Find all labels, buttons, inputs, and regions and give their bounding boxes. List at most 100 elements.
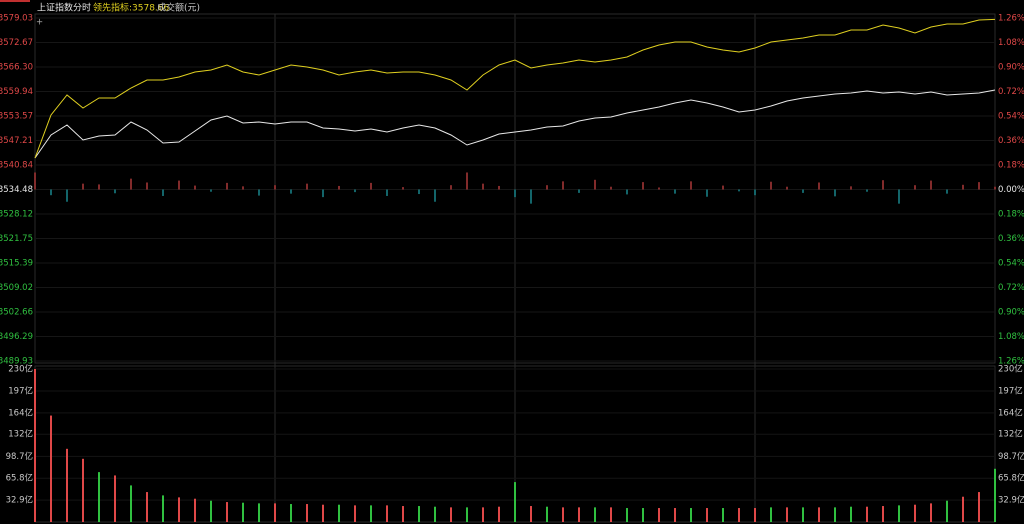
y-tick-label-right: 32.9亿 <box>998 495 1024 506</box>
diff-bar <box>482 183 484 190</box>
price-line <box>34 89 996 159</box>
volume-bar <box>802 507 804 522</box>
diff-bar <box>754 189 756 196</box>
diff-bar <box>802 189 804 193</box>
diff-bar <box>306 183 308 190</box>
y-tick-label: 3528.12 <box>0 209 33 219</box>
volume-bar <box>242 502 244 522</box>
volume-bar <box>34 369 36 522</box>
volume-bar <box>850 506 852 522</box>
diff-bar <box>882 180 884 190</box>
diff-bar <box>418 189 420 195</box>
y2-tick-label: 0.90% <box>998 63 1024 73</box>
y-tick-label: 197亿 <box>8 385 33 396</box>
volume-bar <box>402 506 404 522</box>
y-tick-label-right: 132亿 <box>998 429 1023 440</box>
volume-bar <box>114 475 116 522</box>
diff-bar <box>818 182 820 190</box>
diff-bar <box>114 189 116 194</box>
y-tick-label: 230亿 <box>8 364 33 375</box>
y-tick-label: 3534.48 <box>0 185 33 195</box>
crosshair-icon: + <box>36 18 43 28</box>
y-tick-label: 3515.39 <box>0 258 33 268</box>
diff-bar <box>258 189 260 196</box>
volume-bar <box>994 468 996 522</box>
diff-bar <box>338 185 340 190</box>
y-tick-label: 98.7亿 <box>6 451 33 462</box>
y2-tick-label: 1.08% <box>998 38 1024 48</box>
volume-bar <box>386 505 388 522</box>
volume-bar <box>722 508 724 522</box>
volume-bar <box>754 508 756 522</box>
y-tick-label: 3521.75 <box>0 234 33 244</box>
volume-bar <box>946 500 948 522</box>
diff-bar <box>210 189 212 192</box>
volume-bar <box>322 504 324 522</box>
volume-bar <box>66 448 68 522</box>
diff-bar <box>178 180 180 190</box>
volume-bar <box>162 495 164 522</box>
volume-bar <box>354 505 356 522</box>
volume-bar <box>658 508 660 522</box>
y-tick-label: 3489.93 <box>0 357 33 367</box>
diff-bar <box>530 189 532 204</box>
diff-bar <box>770 181 772 190</box>
diff-bar <box>146 182 148 190</box>
diff-bar <box>466 172 468 190</box>
diff-bar <box>658 187 660 190</box>
volume-bar <box>546 506 548 522</box>
diff-bar <box>866 189 868 192</box>
diff-bar <box>98 184 100 190</box>
diff-bar <box>578 189 580 193</box>
y-tick-label: 3553.57 <box>0 112 33 122</box>
diff-bar <box>738 189 740 192</box>
diff-bar <box>642 182 644 190</box>
volume-bar <box>290 504 292 522</box>
diff-bar <box>82 183 84 190</box>
diff-bar <box>898 189 900 204</box>
mode-label: 分时 <box>73 2 91 14</box>
volume-bar <box>434 506 436 522</box>
diff-bar <box>130 178 132 190</box>
diff-bar <box>978 182 980 190</box>
y-tick-label: 3572.67 <box>0 38 33 48</box>
diff-bar <box>274 185 276 190</box>
tab-marker <box>0 0 30 2</box>
diff-bar <box>674 189 676 194</box>
y-tick-label: 164亿 <box>8 407 33 418</box>
volume-bar <box>194 498 196 522</box>
volume-bar <box>578 507 580 522</box>
y2-tick-label: 1.26% <box>998 357 1024 367</box>
leader-label: 领先指标:3578.66 <box>93 2 170 14</box>
diff-bar <box>194 185 196 190</box>
y2-tick-label: 0.36% <box>998 136 1024 146</box>
volume-bar <box>706 508 708 522</box>
volume-bar <box>898 505 900 522</box>
diff-bar <box>562 181 564 190</box>
volume-bar <box>98 472 100 522</box>
y-tick-label-right: 230亿 <box>998 364 1023 375</box>
volume-bar <box>962 496 964 522</box>
diff-bar <box>722 185 724 190</box>
volume-bar <box>338 504 340 522</box>
diff-bar <box>850 186 852 190</box>
diff-bar <box>514 189 516 198</box>
diff-bar <box>162 189 164 196</box>
y2-tick-label: 0.18% <box>998 210 1024 220</box>
y2-tick-label: 0.54% <box>998 112 1024 122</box>
diff-bar <box>786 186 788 190</box>
volume-bar <box>882 506 884 522</box>
volume-bar <box>738 508 740 522</box>
y2-tick-label: 0.72% <box>998 283 1024 293</box>
volume-bar <box>562 507 564 522</box>
diff-bar <box>690 181 692 190</box>
diff-bar <box>434 189 436 202</box>
y-tick-label-right: 197亿 <box>998 385 1023 396</box>
y2-tick-label: 0.18% <box>998 161 1024 171</box>
diff-bar <box>34 172 36 190</box>
y2-tick-label: 1.26% <box>998 14 1024 24</box>
volume-bar <box>50 415 52 522</box>
volume-bar <box>146 492 148 522</box>
diff-bar <box>450 185 452 190</box>
volume-bar <box>418 506 420 522</box>
